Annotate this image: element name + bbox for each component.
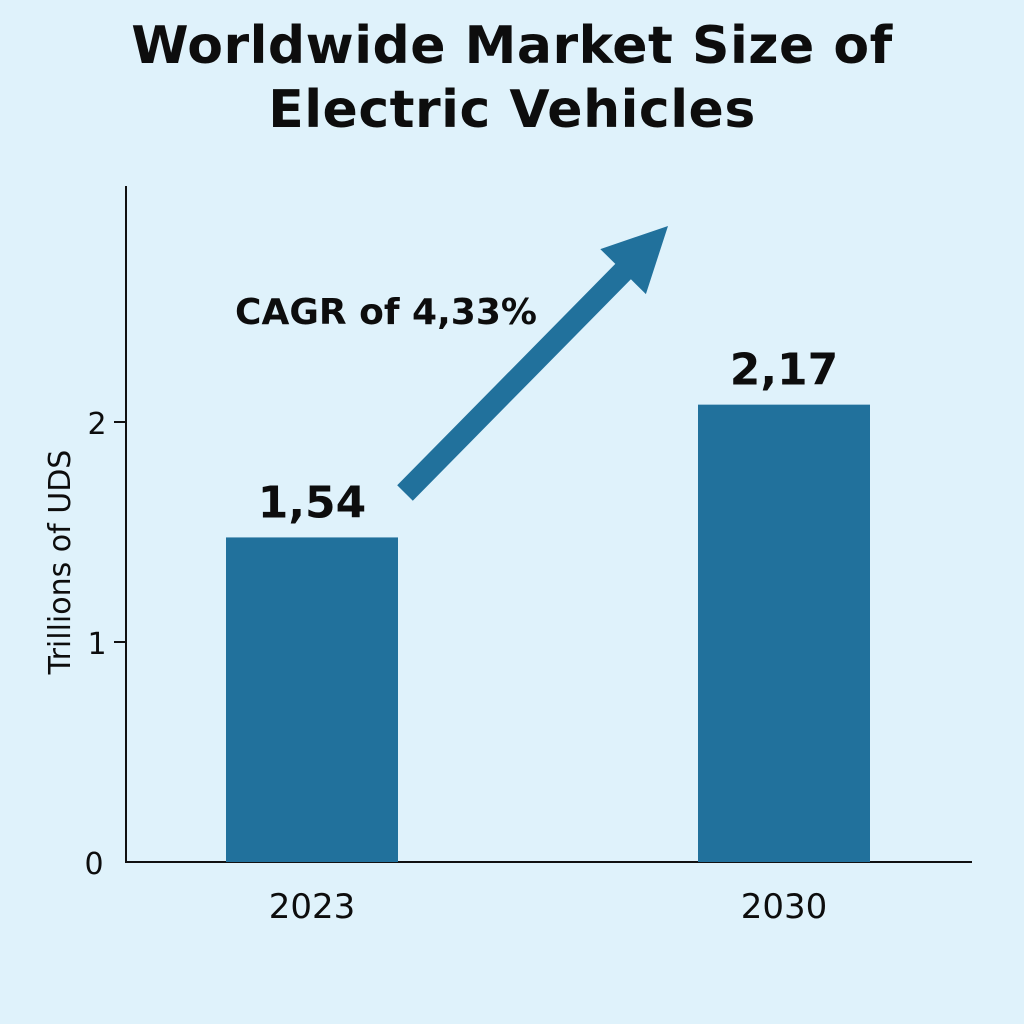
bar-2023: [226, 537, 398, 862]
x-tick-label: 2030: [741, 887, 828, 927]
y-tick-label: 0: [84, 847, 103, 882]
growth-arrow-icon: [397, 226, 668, 501]
data-label-2030: 2,17: [730, 345, 839, 396]
chart-title-line-1: Worldwide Market Size of: [131, 16, 893, 76]
bar-2030: [698, 404, 870, 862]
y-tick-label: 2: [87, 407, 106, 442]
y-tick-label: 1: [87, 627, 106, 662]
y-axis-label: Trillions of UDS: [43, 450, 78, 676]
cagr-annotation: CAGR of 4,33%: [235, 292, 537, 333]
chart-title-line-2: Electric Vehicles: [268, 80, 756, 140]
x-tick-label: 2023: [269, 887, 356, 927]
chart-title: Worldwide Market Size of Electric Vehicl…: [0, 14, 1024, 142]
data-label-2023: 1,54: [258, 477, 367, 528]
